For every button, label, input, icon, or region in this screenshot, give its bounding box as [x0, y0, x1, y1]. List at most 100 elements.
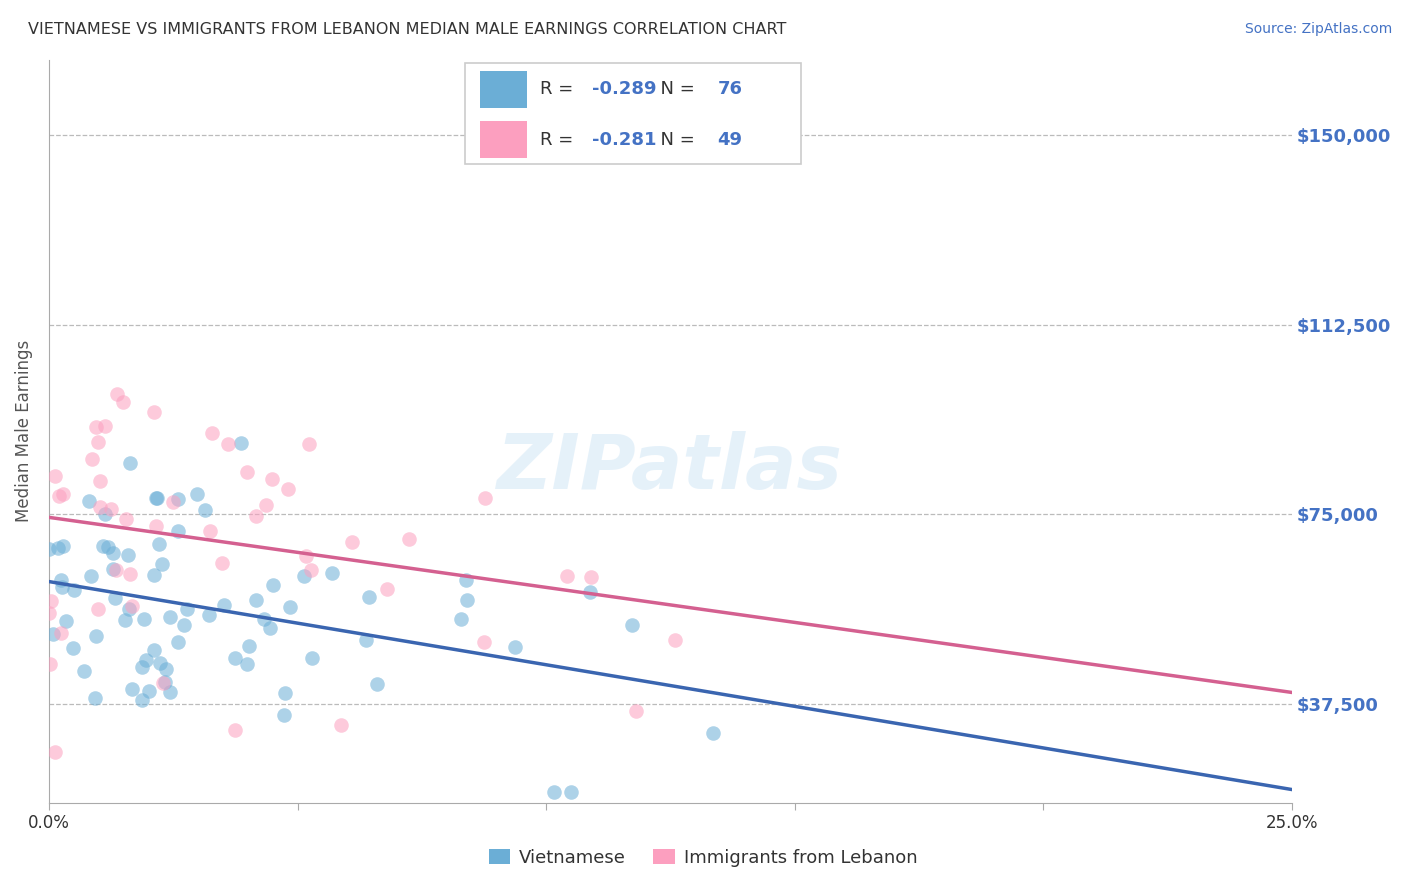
Point — [159, 610, 181, 624]
Point — [97, 540, 120, 554]
Point — [253, 612, 276, 626]
Point — [48, 541, 70, 556]
Point — [162, 495, 184, 509]
Point — [145, 491, 167, 506]
Point — [145, 519, 167, 533]
Point — [224, 723, 246, 738]
Point — [579, 570, 602, 584]
Point — [456, 592, 478, 607]
Point — [49, 625, 72, 640]
Point — [212, 598, 235, 612]
Point — [398, 532, 420, 546]
Point — [80, 569, 103, 583]
Point — [52, 539, 75, 553]
Point — [211, 557, 233, 571]
Point — [152, 676, 174, 690]
Point — [51, 580, 73, 594]
Point — [63, 582, 86, 597]
Text: R =: R = — [540, 130, 579, 149]
Point — [298, 436, 321, 450]
Text: Source: ZipAtlas.com: Source: ZipAtlas.com — [1244, 22, 1392, 37]
Point — [159, 685, 181, 699]
Point — [118, 456, 141, 470]
Point — [702, 726, 724, 740]
Point — [52, 487, 75, 501]
Point — [38, 606, 60, 620]
Point — [38, 542, 60, 557]
Point — [39, 657, 62, 672]
Text: -0.281: -0.281 — [592, 130, 657, 149]
Point — [117, 548, 139, 562]
Text: -0.289: -0.289 — [592, 80, 657, 98]
Point — [62, 641, 84, 656]
Point — [94, 418, 117, 433]
Point — [167, 524, 190, 538]
Point — [135, 652, 157, 666]
Point — [100, 502, 122, 516]
Point — [664, 633, 686, 648]
Point — [167, 491, 190, 506]
Point — [474, 491, 496, 505]
Point — [238, 639, 260, 653]
Point — [105, 387, 128, 401]
Point — [624, 704, 647, 718]
Point — [39, 593, 62, 607]
Point — [245, 509, 267, 524]
Point — [301, 651, 323, 665]
Point — [555, 569, 578, 583]
Point — [149, 657, 172, 671]
Point — [194, 502, 217, 516]
Point — [44, 468, 66, 483]
Point — [329, 717, 352, 731]
Point — [260, 472, 283, 486]
FancyBboxPatch shape — [481, 70, 527, 108]
Point — [292, 569, 315, 583]
Point — [42, 627, 65, 641]
FancyBboxPatch shape — [465, 63, 801, 163]
Point — [103, 562, 125, 576]
Point — [138, 684, 160, 698]
Point — [254, 498, 277, 512]
Point — [277, 483, 299, 497]
Text: 49: 49 — [717, 130, 742, 149]
Point — [142, 567, 165, 582]
Point — [153, 674, 176, 689]
Point — [55, 614, 77, 628]
Point — [155, 662, 177, 676]
Point — [87, 435, 110, 450]
Text: VIETNAMESE VS IMMIGRANTS FROM LEBANON MEDIAN MALE EARNINGS CORRELATION CHART: VIETNAMESE VS IMMIGRANTS FROM LEBANON ME… — [28, 22, 786, 37]
Point — [366, 677, 388, 691]
Point — [262, 578, 284, 592]
Point — [112, 394, 135, 409]
Point — [121, 599, 143, 613]
Point — [103, 591, 125, 605]
Point — [146, 491, 169, 505]
Point — [543, 785, 565, 799]
Point — [94, 508, 117, 522]
Point — [131, 692, 153, 706]
Point — [49, 574, 72, 588]
Point — [245, 593, 267, 607]
Text: N =: N = — [650, 130, 700, 149]
Point — [134, 612, 156, 626]
Point — [273, 686, 295, 700]
Point — [217, 437, 239, 451]
Point — [143, 405, 166, 419]
Text: N =: N = — [650, 80, 700, 98]
Point — [295, 549, 318, 563]
Point — [359, 591, 381, 605]
Point — [236, 657, 259, 671]
Point — [456, 573, 478, 587]
Y-axis label: Median Male Earnings: Median Male Earnings — [15, 340, 32, 522]
Point — [579, 584, 602, 599]
Point — [104, 563, 127, 577]
Point — [560, 785, 582, 799]
Point — [120, 567, 142, 582]
Point — [200, 524, 222, 538]
Point — [118, 601, 141, 615]
Point — [503, 640, 526, 654]
Text: 76: 76 — [717, 80, 742, 98]
Text: ZIPatlas: ZIPatlas — [498, 431, 844, 505]
Point — [93, 539, 115, 553]
Point — [621, 618, 644, 632]
